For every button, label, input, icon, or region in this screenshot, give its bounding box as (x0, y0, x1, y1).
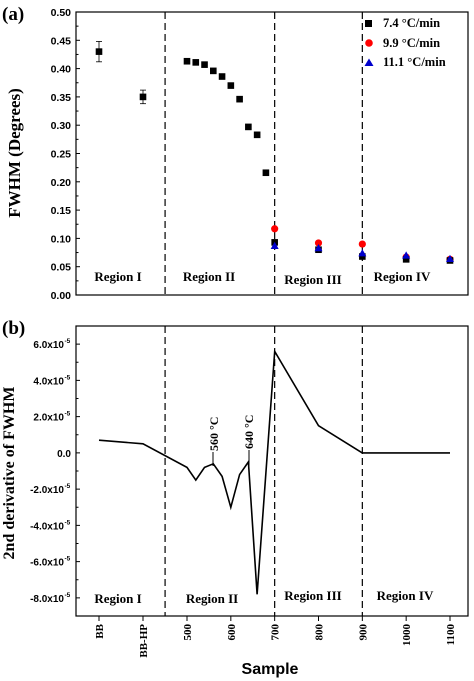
region-label: Region II (186, 591, 238, 606)
panel-a-y-axis-title: FWHM (Degrees) (5, 88, 24, 218)
data-point-square (227, 82, 235, 89)
x-tick-label: 900 (357, 624, 369, 641)
panel-b-data-marks (98, 348, 450, 595)
data-point-square (236, 95, 243, 103)
derivative-line (98, 348, 450, 595)
annotation-560: 560 °C (207, 417, 221, 451)
data-point-circle (314, 239, 323, 247)
data-point-square (262, 169, 270, 177)
data-point-square (183, 57, 191, 65)
y-tick-label: -8.0x10 (30, 594, 64, 605)
data-point-circle (358, 240, 366, 248)
y-tick-label: 0.05 (51, 262, 72, 274)
data-point-square (95, 48, 103, 55)
x-tick-label: 700 (270, 624, 282, 641)
panel-b-x-axis-title: Sample (242, 661, 299, 678)
legend-marker-triangle (364, 58, 374, 66)
data-point-square (218, 73, 226, 80)
panel-b-frame (75, 325, 469, 617)
panel-b: (b) -8.0x10 -5-6.0x10 -5-4.0x10 -5-2.0x10 -5… (1, 318, 469, 678)
y-tick-exponent: -5 (65, 519, 71, 526)
panel-a-legend: 7.4 °C/min 9.9 °C/min 11.1 °C/min (364, 16, 446, 69)
data-point-square (201, 61, 208, 68)
data-point-triangle (402, 251, 411, 259)
y-tick-label: 0.35 (51, 92, 72, 104)
data-point-square (210, 67, 217, 75)
y-tick-label: 0.30 (51, 120, 72, 132)
region-label: Region III (284, 588, 341, 603)
y-tick-exponent: -5 (65, 556, 71, 563)
region-label: Region I (94, 591, 141, 606)
y-tick-label: 0.40 (51, 64, 72, 76)
panel-b-label: (b) (2, 318, 25, 339)
annotation-640: 640 °C (242, 415, 256, 449)
y-tick-label: 0.0 (57, 449, 71, 460)
y-tick-exponent: -5 (65, 374, 71, 381)
data-point-square (139, 93, 147, 101)
y-tick-label: 0.00 (51, 290, 72, 302)
panel-b-x-axis: BB BB-HP 500 600 700 800 900 1000 1100 (94, 616, 457, 658)
x-tick-label: 800 (314, 624, 326, 641)
y-tick-label: 0.25 (51, 149, 72, 161)
region-label: Region IV (377, 588, 434, 603)
data-point-triangle (446, 254, 454, 262)
y-tick-exponent: -5 (65, 483, 71, 490)
data-point-square (253, 131, 261, 139)
x-tick-label: BB-HP (138, 624, 150, 658)
legend-marker-square (365, 20, 372, 27)
y-tick-label: 2.0x10 (33, 413, 64, 424)
data-point-circle (271, 225, 279, 233)
region-label: Region II (183, 269, 235, 284)
y-tick-exponent: -5 (65, 338, 71, 345)
panel-a-data-marks (95, 41, 454, 264)
panel-b-y-axis-title: 2nd derivative of FWHM (1, 387, 18, 560)
x-tick-label: 1100 (445, 624, 457, 646)
x-tick-label: BB (94, 623, 106, 638)
y-tick-label: 4.0x10 (33, 376, 64, 387)
region-label: Region I (94, 269, 141, 284)
y-tick-label: 0.50 (51, 7, 72, 19)
region-label: Region IV (374, 269, 431, 284)
data-point-triangle (314, 244, 323, 252)
legend-label: 7.4 °C/min (383, 16, 440, 30)
y-tick-label: -4.0x10 (30, 521, 64, 532)
y-tick-label: 0.20 (51, 177, 72, 189)
data-point-square (192, 59, 200, 66)
y-tick-label: -2.0x10 (30, 485, 64, 496)
data-point-square (245, 123, 252, 131)
panel-a-y-axis: 0.00 0.05 0.10 0.15 0.20 0.25 0.30 0.35 0.40 0.45… (51, 7, 80, 302)
y-tick-exponent: -5 (65, 411, 71, 418)
y-tick-label: 0.10 (51, 233, 72, 245)
panel-b-region-labels: Region I Region II Region III Region IV (94, 588, 434, 606)
x-tick-label: 600 (226, 624, 238, 641)
data-point-triangle (358, 249, 367, 257)
legend-marker-circle (365, 39, 373, 47)
x-tick-label: 1000 (401, 624, 413, 647)
y-tick-label: -6.0x10 (30, 558, 64, 569)
panel-b-y-axis: -8.0x10 -5-6.0x10 -5-4.0x10 -5-2.0x10 -50.02… (30, 338, 80, 605)
panel-a-label: (a) (2, 4, 24, 25)
y-tick-exponent: -5 (65, 592, 71, 599)
data-point-square (359, 253, 366, 260)
region-label: Region III (284, 272, 341, 287)
y-tick-label: 0.45 (51, 35, 72, 47)
panel-a-region-dividers (164, 12, 363, 295)
x-tick-label: 500 (182, 624, 194, 641)
legend-label: 11.1 °C/min (383, 55, 446, 69)
legend-label: 9.9 °C/min (383, 36, 440, 50)
data-point-square (402, 256, 410, 263)
panel-a: (a) 0.00 0.05 0.10 0.15 0.20 0.25 0.30 0.35 0.40… (2, 4, 469, 302)
y-tick-label: 6.0x10 (33, 340, 64, 351)
data-point-triangle (270, 241, 279, 249)
panel-a-region-labels: Region I Region II Region III Region IV (94, 269, 431, 287)
panel-b-annotations: 560 °C 640 °C (207, 415, 256, 466)
y-tick-label: 0.15 (51, 205, 72, 217)
panel-b-region-dividers (164, 326, 363, 616)
